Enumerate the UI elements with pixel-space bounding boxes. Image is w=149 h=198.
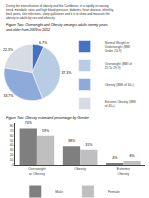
svg-text:0: 0 <box>12 163 14 167</box>
svg-text:31%: 31% <box>85 143 92 147</box>
svg-text:59%: 59% <box>42 129 49 133</box>
svg-text:40: 40 <box>10 143 14 147</box>
svg-text:Obesity: Obesity <box>74 167 86 171</box>
svg-text:22.3%: 22.3% <box>3 48 13 52</box>
svg-text:30: 30 <box>10 148 14 152</box>
svg-text:38%: 38% <box>68 139 75 143</box>
svg-text:37.3%: 37.3% <box>61 71 71 75</box>
svg-text:50: 50 <box>10 139 14 143</box>
svg-text:70: 70 <box>10 129 14 133</box>
svg-text:10: 10 <box>10 158 14 162</box>
svg-text:Obesity (BMI of 30+): Obesity (BMI of 30+) <box>105 83 134 87</box>
svg-text:80: 80 <box>10 124 14 128</box>
svg-text:Normal Weight orUnderweight (B: Normal Weight orUnderweight (BMIUnder 24… <box>105 41 131 53</box>
svg-text:74%: 74% <box>25 121 32 125</box>
svg-text:33.7%: 33.7% <box>3 94 13 98</box>
svg-text:20: 20 <box>10 153 14 157</box>
svg-text:Extreme Obesity (BMIof 40+): Extreme Obesity (BMIof 40+) <box>105 100 136 108</box>
svg-text:4%: 4% <box>112 156 117 160</box>
svg-text:Figure Two: Overweight and Obe: Figure Two: Overweight and Obesity among… <box>6 23 108 32</box>
svg-text:Female: Female <box>108 190 120 194</box>
svg-text:During the intensification of: During the intensification of obesity an… <box>6 4 114 20</box>
svg-text:Figure Two: Obesity estimated: Figure Two: Obesity estimated percentage… <box>6 116 90 120</box>
svg-text:6.7%: 6.7% <box>39 41 47 45</box>
svg-text:ExtremeObesity: ExtremeObesity <box>117 167 130 176</box>
svg-text:60: 60 <box>10 134 14 138</box>
svg-text:Overweightor Obesity: Overweightor Obesity <box>28 167 46 176</box>
svg-text:8%: 8% <box>129 154 134 158</box>
svg-text:Male: Male <box>55 190 63 194</box>
svg-text:Overweight (BMI of25 To 29.9): Overweight (BMI of25 To 29.9) <box>105 62 132 70</box>
